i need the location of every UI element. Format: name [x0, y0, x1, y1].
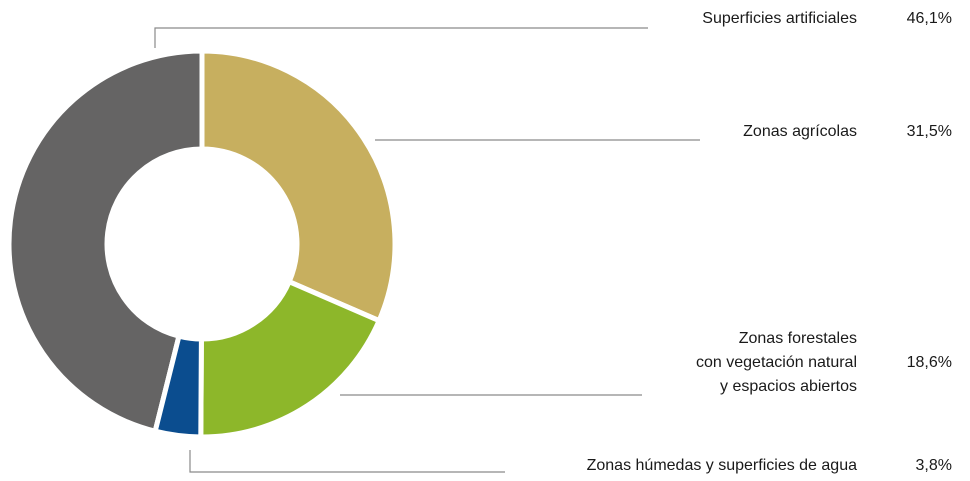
category-label: Zonas húmedas y superficies de agua — [586, 457, 857, 474]
donut-slice — [198, 278, 383, 440]
value-label: 31,5% — [906, 123, 952, 140]
value-label: 46,1% — [906, 10, 952, 27]
category-label: Zonas forestales con vegetación natural … — [696, 330, 857, 395]
category-label: Zonas agrícolas — [743, 123, 857, 140]
category-label: Superficies artificiales — [702, 10, 857, 27]
value-label: 18,6% — [906, 354, 952, 371]
donut-slice — [6, 48, 205, 435]
donut-slice — [152, 333, 204, 440]
leader-lines — [154, 27, 700, 473]
donut-slice — [199, 48, 398, 324]
leader-line — [154, 27, 648, 48]
leader-line — [189, 450, 505, 473]
value-label: 3,8% — [915, 457, 952, 474]
